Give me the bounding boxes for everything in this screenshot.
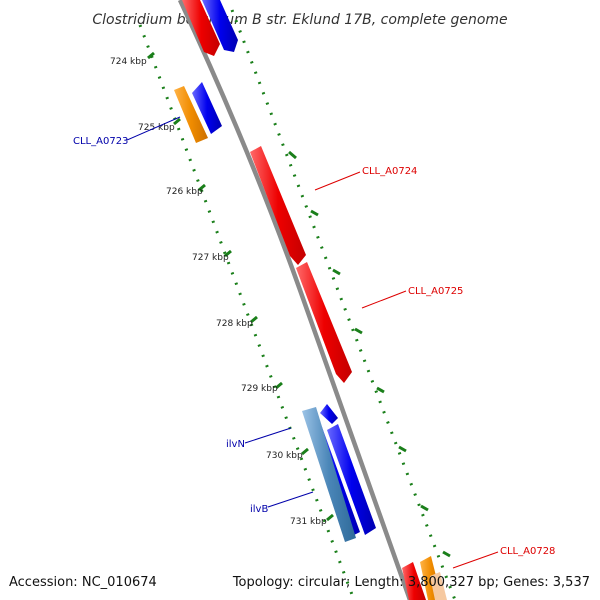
gene-cll-a0723-orange[interactable]: [174, 86, 208, 143]
gene-cll-a0725[interactable]: [296, 262, 352, 383]
gc-track-inner: [138, 24, 356, 600]
gene-ilvb[interactable]: [327, 424, 376, 535]
label-ilvb[interactable]: ilvB: [250, 504, 268, 515]
gene-labels: CLL_A0723 CLL_A0724 CLL_A0725 ilvN ilvB …: [73, 116, 555, 569]
genes-value: 3,537: [552, 575, 590, 590]
accession-info: Accession: NC_010674: [9, 575, 157, 590]
gene-cll-a0728[interactable]: [402, 562, 426, 600]
genome-backbone: [177, 0, 413, 600]
genome-summary: Topology: circular; Length: 3,800,327 bp…: [232, 575, 590, 590]
length-value: 3,800,327 bp: [407, 575, 495, 590]
topology-label: Topology:: [232, 575, 294, 590]
accession-label: Accession:: [9, 575, 78, 590]
tick-725-kbp: 725 kbp: [138, 123, 175, 133]
genes-label: Genes:: [503, 575, 549, 590]
accession-value: NC_010674: [81, 575, 157, 590]
label-ilvn[interactable]: ilvN: [226, 439, 245, 450]
forward-genes: [182, 0, 426, 600]
map-title: Clostridium botulinum B str. Eklund 17B,…: [92, 12, 507, 28]
gene-cll-a0723-blue[interactable]: [192, 82, 222, 134]
tick-724-kbp: 724 kbp: [110, 57, 147, 67]
gene-steel[interactable]: [302, 407, 356, 542]
kbp-ticks: 724 kbp 725 kbp 726 kbp 727 kbp 728 kbp …: [110, 57, 327, 527]
label-cll-a0725[interactable]: CLL_A0725: [408, 286, 463, 297]
label-cll-a0723[interactable]: CLL_A0723: [73, 136, 128, 147]
gene-blue-top[interactable]: [202, 0, 238, 52]
topology-value: circular: [297, 575, 346, 590]
tick-726-kbp: 726 kbp: [166, 187, 203, 197]
label-cll-a0728[interactable]: CLL_A0728: [500, 546, 555, 557]
tick-730-kbp: 730 kbp: [266, 451, 303, 461]
gene-cll-a0724[interactable]: [250, 146, 306, 265]
length-label: Length:: [354, 575, 404, 590]
gc-track-outer: [230, 9, 457, 600]
tick-731-kbp: 731 kbp: [290, 517, 327, 527]
tick-727-kbp: 727 kbp: [192, 253, 229, 263]
reverse-genes: [174, 0, 447, 600]
gene-cll-a0722[interactable]: [182, 0, 220, 56]
gene-cll-a0728-pale[interactable]: [430, 572, 447, 600]
tick-729-kbp: 729 kbp: [241, 384, 278, 394]
gene-ilvn[interactable]: [320, 404, 338, 424]
label-cll-a0724[interactable]: CLL_A0724: [362, 166, 417, 177]
tick-728-kbp: 728 kbp: [216, 319, 253, 329]
